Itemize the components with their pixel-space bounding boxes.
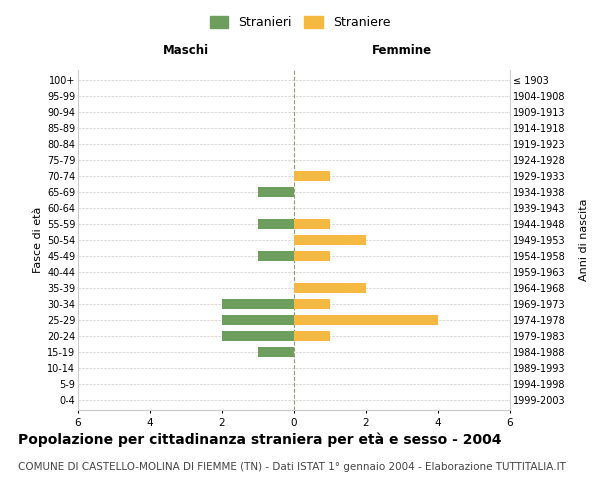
Bar: [294, 235, 366, 245]
Bar: [294, 300, 330, 309]
Bar: [222, 332, 294, 341]
Bar: [258, 251, 294, 261]
Bar: [222, 316, 294, 325]
Text: Femmine: Femmine: [372, 44, 432, 58]
Y-axis label: Fasce di età: Fasce di età: [32, 207, 43, 273]
Bar: [258, 187, 294, 196]
Bar: [222, 300, 294, 309]
Text: Maschi: Maschi: [163, 44, 209, 58]
Bar: [294, 171, 330, 180]
Bar: [294, 316, 438, 325]
Bar: [294, 251, 330, 261]
Text: Popolazione per cittadinanza straniera per età e sesso - 2004: Popolazione per cittadinanza straniera p…: [18, 432, 502, 447]
Legend: Stranieri, Straniere: Stranieri, Straniere: [205, 11, 395, 34]
Bar: [294, 284, 366, 293]
Bar: [258, 219, 294, 229]
Bar: [294, 332, 330, 341]
Text: COMUNE DI CASTELLO-MOLINA DI FIEMME (TN) - Dati ISTAT 1° gennaio 2004 - Elaboraz: COMUNE DI CASTELLO-MOLINA DI FIEMME (TN)…: [18, 462, 566, 472]
Bar: [294, 219, 330, 229]
Bar: [258, 348, 294, 357]
Y-axis label: Anni di nascita: Anni di nascita: [580, 198, 589, 281]
